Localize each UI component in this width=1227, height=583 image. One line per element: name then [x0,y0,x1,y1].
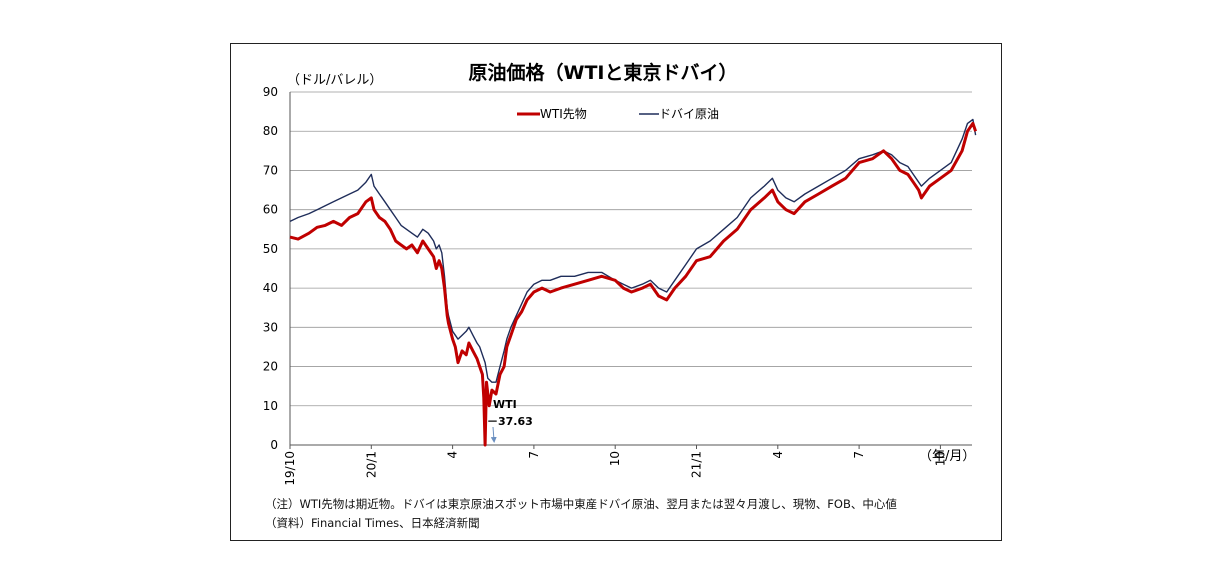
annotation-arrow [490,426,497,443]
y-tick-label: 60 [263,203,278,217]
y-tick-label: 50 [263,242,278,256]
x-tick-label: 10 [933,451,947,466]
series-lines [289,118,978,447]
x-tick-label: 10 [608,451,622,466]
y-tick-label: 30 [263,320,278,334]
y-tick-label: 90 [263,85,278,99]
legend-label-dubai: ドバイ原油 [659,107,719,121]
legend: WTI先物 ドバイ原油 [517,107,719,121]
x-tick-label: 20/1 [364,451,378,478]
x-tick-label: 19/10 [283,451,297,486]
y-tick-label: 40 [263,281,278,295]
footnote: （注）WTI先物は期近物。ドバイは東京原油スポット市場中東産ドバイ原油、翌月また… [265,497,897,511]
chart-title: 原油価格（WTIと東京ドバイ） [469,61,738,84]
x-tick-label: 21/1 [690,451,704,478]
series-line-dubai [289,118,977,383]
y-tick-label: 70 [263,163,278,177]
x-unit-label: （年/月） [919,449,975,464]
grid-lines [290,91,972,446]
annotation-value: －37.63 [487,415,533,428]
x-tick-label: 7 [852,451,866,459]
y-axis: 0 10 20 30 40 50 60 70 80 90 [263,85,291,452]
y-tick-label: 80 [263,124,278,138]
y-tick-label: 10 [263,399,278,413]
wti-low-annotation: WTI －37.63 [487,398,533,443]
y-tick-label: 0 [270,438,278,452]
y-tick-label: 20 [263,360,278,374]
x-axis: 19/10 20/1 4 7 10 21/1 4 7 10 [283,445,947,486]
x-tick-label: 4 [446,451,460,459]
y-unit-label: （ドル/バレル） [287,73,382,88]
legend-label-wti: WTI先物 [540,107,587,121]
x-tick-label: 7 [527,451,541,459]
oil-price-chart: 原油価格（WTIと東京ドバイ） （ドル/バレル） （年/月） 010203040… [263,61,978,486]
x-tick-label: 4 [771,451,785,459]
annotation-label: WTI [493,398,517,411]
chart-frame: 原油価格（WTIと東京ドバイ） （ドル/バレル） （年/月） 0 10 20 30 40… [230,43,1002,541]
source-note: （資料）Financial Times、日本経済新聞 [265,516,480,530]
series-line-wti [289,121,978,447]
